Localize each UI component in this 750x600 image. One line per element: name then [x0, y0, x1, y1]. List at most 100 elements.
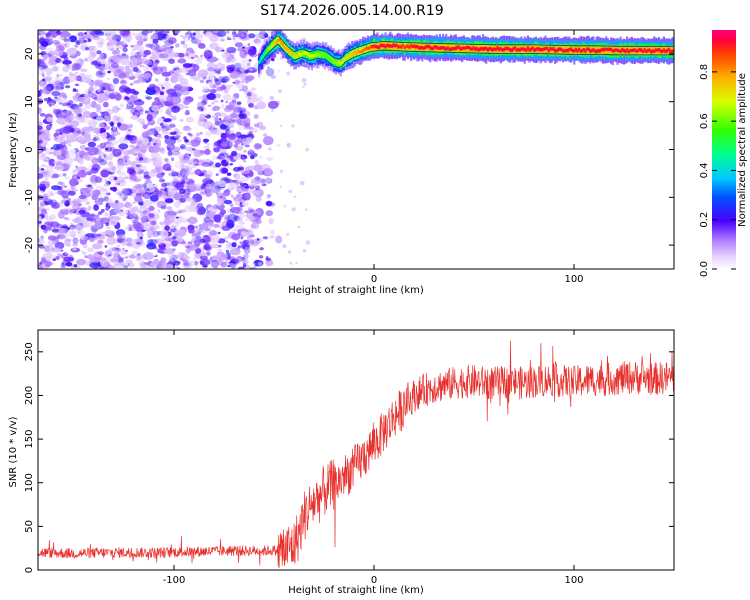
noise-speckle — [133, 99, 145, 106]
noise-speckle — [58, 228, 69, 236]
noise-speckle — [143, 72, 152, 79]
noise-speckle — [267, 147, 272, 151]
noise-speckle — [86, 74, 93, 78]
noise-speckle — [103, 125, 111, 130]
ridge-segment — [454, 46, 457, 51]
noise-speckle — [146, 229, 154, 239]
spectrogram-y-tick-label: 20 — [24, 48, 35, 61]
noise-speckle — [213, 147, 221, 153]
ridge-segment — [306, 51, 309, 55]
noise-speckle — [189, 171, 195, 175]
noise-speckle — [83, 130, 91, 137]
noise-speckle — [133, 80, 141, 84]
ridge-segment — [538, 47, 541, 52]
noise-speckle — [160, 188, 164, 191]
noise-speckle — [248, 148, 254, 153]
ridge-segment — [288, 49, 291, 53]
noise-speckle — [142, 124, 148, 130]
noise-speckle — [248, 33, 256, 39]
noise-speckle — [145, 80, 149, 83]
noise-speckle — [129, 254, 136, 259]
noise-speckle — [38, 139, 43, 144]
noise-speckle — [198, 224, 203, 228]
noise-speckle — [63, 94, 68, 99]
noise-speckle — [152, 49, 156, 54]
noise-speckle — [239, 49, 248, 59]
ridge-segment — [424, 45, 427, 49]
noise-speckle — [97, 257, 106, 262]
ridge-segment — [598, 49, 601, 53]
noise-speckle — [89, 262, 101, 269]
ridge-segment — [360, 49, 363, 54]
noise-speckle — [121, 241, 127, 246]
ridge-segment — [459, 47, 462, 51]
noise-speckle — [130, 45, 135, 48]
ridge-segment — [653, 49, 656, 53]
noise-speckle — [75, 41, 80, 45]
noise-speckle — [67, 218, 71, 221]
noise-speckle — [104, 115, 109, 119]
noise-speckle — [118, 30, 124, 34]
noise-speckle — [260, 178, 266, 184]
noise-speckle — [271, 109, 274, 113]
noise-speckle — [253, 265, 257, 269]
noise-speckle — [105, 181, 109, 185]
noise-speckle — [205, 173, 211, 179]
noise-speckle — [103, 142, 107, 146]
noise-speckle — [75, 115, 84, 120]
ridge-segment — [258, 60, 261, 64]
noise-speckle — [170, 46, 174, 49]
noise-speckle — [141, 165, 147, 169]
noise-speckle — [71, 204, 81, 210]
noise-speckle — [194, 33, 204, 39]
noise-speckle — [209, 208, 213, 211]
ridge-segment — [621, 47, 624, 52]
noise-speckle — [223, 121, 230, 126]
noise-speckle — [131, 250, 138, 256]
noise-speckle — [167, 190, 174, 197]
ridge-segment — [285, 47, 288, 51]
noise-speckle — [213, 214, 222, 223]
ridge-segment — [461, 46, 464, 51]
noise-speckle — [253, 164, 263, 172]
noise-speckle — [256, 40, 262, 47]
noise-speckle — [131, 115, 140, 121]
noise-speckle — [69, 112, 79, 121]
noise-speckle — [89, 77, 93, 81]
noise-speckle — [48, 97, 51, 100]
ridge-segment — [496, 46, 499, 50]
noise-speckle — [122, 247, 125, 251]
noise-speckle — [161, 116, 166, 119]
ridge-segment — [334, 60, 337, 64]
noise-speckle — [245, 136, 253, 143]
noise-speckle — [216, 70, 221, 75]
ridge-segment — [370, 44, 373, 49]
noise-speckle — [40, 208, 47, 216]
noise-speckle — [128, 60, 139, 69]
ridge-segment — [555, 49, 558, 53]
noise-speckle — [145, 223, 149, 226]
noise-speckle — [66, 149, 76, 158]
noise-speckle — [240, 196, 247, 201]
noise-speckle — [126, 242, 132, 247]
noise-speckle — [102, 101, 109, 108]
ridge-segment — [499, 47, 502, 51]
noise-speckle — [93, 79, 104, 87]
ridge-segment — [592, 48, 595, 52]
noise-speckle — [240, 236, 244, 240]
noise-speckle — [112, 77, 119, 85]
ridge-segment — [402, 44, 405, 48]
noise-speckle — [75, 130, 82, 134]
noise-speckle — [93, 204, 99, 211]
noise-speckle — [68, 74, 77, 83]
noise-speckle — [156, 172, 164, 179]
noise-speckle — [256, 238, 260, 241]
noise-speckle — [301, 77, 307, 83]
noise-speckle — [286, 71, 291, 76]
noise-speckle — [108, 164, 117, 173]
noise-speckle — [112, 186, 118, 192]
noise-speckle — [228, 261, 235, 266]
snr-y-tick-label: 100 — [24, 473, 35, 492]
noise-speckle — [197, 101, 205, 108]
ridge-segment — [365, 46, 368, 51]
